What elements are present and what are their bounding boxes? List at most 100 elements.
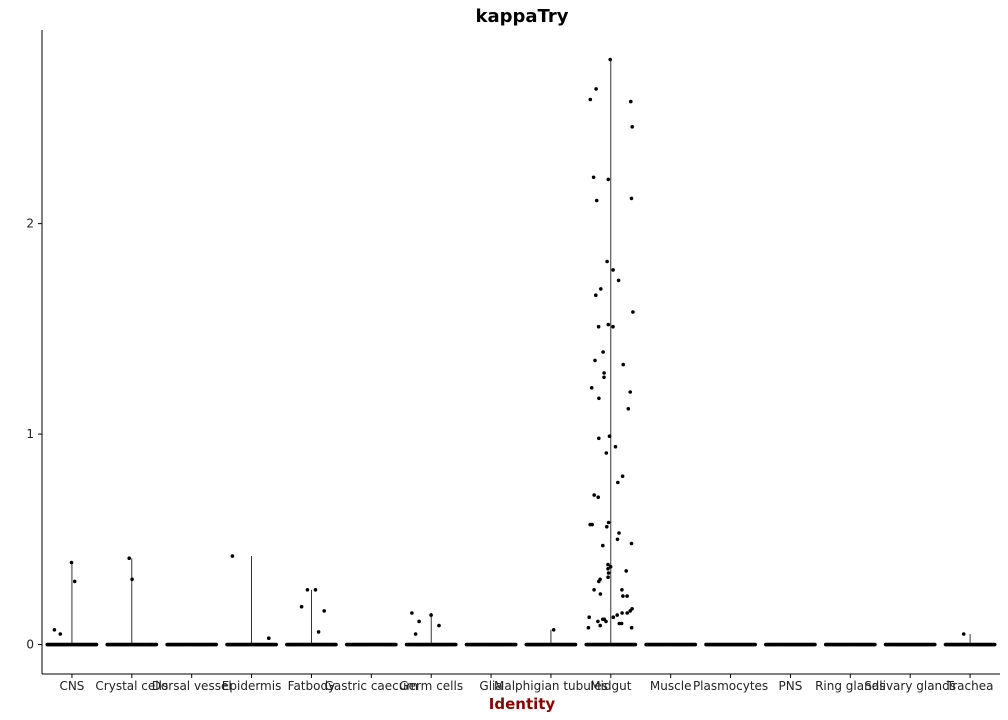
violin-group xyxy=(165,642,219,647)
data-point xyxy=(606,322,611,327)
data-point xyxy=(299,604,304,609)
data-point xyxy=(596,324,601,329)
data-point xyxy=(608,564,613,569)
data-point xyxy=(629,625,634,630)
data-point xyxy=(628,609,632,613)
data-point xyxy=(593,358,597,363)
data-point xyxy=(513,642,518,647)
data-point xyxy=(753,642,757,647)
data-point xyxy=(813,642,817,647)
data-point xyxy=(606,177,611,182)
data-point xyxy=(630,125,634,129)
data-point xyxy=(274,642,279,647)
x-tick-label: Fatbody xyxy=(288,679,336,693)
data-point xyxy=(72,579,77,584)
data-point xyxy=(611,615,616,619)
data-point xyxy=(615,537,620,542)
data-point xyxy=(624,569,628,573)
x-tick-label: Muscle xyxy=(650,679,692,693)
violin-group xyxy=(823,642,877,647)
data-point xyxy=(598,592,603,596)
data-point xyxy=(620,474,625,479)
data-point xyxy=(322,609,327,613)
data-point xyxy=(626,407,631,411)
data-point xyxy=(586,625,591,630)
data-point xyxy=(629,196,634,201)
data-point xyxy=(601,543,605,548)
data-point xyxy=(127,556,131,560)
data-point xyxy=(94,642,99,647)
data-point xyxy=(620,611,624,615)
data-point xyxy=(594,198,599,203)
data-point xyxy=(230,554,235,558)
violin-group xyxy=(464,642,518,647)
x-tick-label: Midgut xyxy=(590,679,632,693)
data-point xyxy=(617,531,621,535)
x-tick-label: Trachea xyxy=(946,679,994,693)
data-point xyxy=(629,99,633,104)
x-tick-label: Plasmocytes xyxy=(693,679,768,693)
data-point xyxy=(605,259,609,264)
data-point xyxy=(621,362,625,367)
data-point xyxy=(602,371,606,375)
data-point xyxy=(602,375,606,380)
data-point xyxy=(606,567,610,571)
data-point xyxy=(693,642,698,647)
data-point xyxy=(633,642,638,647)
data-point xyxy=(616,278,621,283)
violin-group xyxy=(285,588,338,647)
data-point xyxy=(69,560,74,565)
data-point xyxy=(305,588,310,592)
x-tick-label: Malphigian tubules xyxy=(494,679,608,693)
data-point xyxy=(607,434,612,439)
data-point xyxy=(592,493,596,497)
violin-group xyxy=(45,560,99,647)
data-point xyxy=(267,636,271,640)
x-tick-label: PNS xyxy=(779,679,803,693)
data-point xyxy=(58,632,63,636)
data-point xyxy=(429,613,433,617)
violin-group xyxy=(883,642,937,647)
data-point xyxy=(597,579,601,584)
data-point xyxy=(596,495,600,500)
y-tick-label: 2 xyxy=(26,217,34,231)
data-point xyxy=(631,310,635,314)
data-point xyxy=(588,522,592,527)
violin-group xyxy=(524,628,578,647)
violin-group xyxy=(644,642,698,647)
data-point xyxy=(619,621,624,626)
data-point xyxy=(394,642,398,647)
data-point xyxy=(52,628,57,632)
data-point xyxy=(597,436,601,441)
data-point xyxy=(596,619,600,624)
data-point xyxy=(611,268,615,272)
data-point xyxy=(625,594,629,598)
data-point xyxy=(587,615,591,619)
data-point xyxy=(130,577,134,582)
data-point xyxy=(594,87,598,91)
y-tick-label: 0 xyxy=(26,638,34,652)
data-point xyxy=(606,575,610,579)
data-point xyxy=(214,642,219,647)
chart-title: kappaTry xyxy=(476,6,569,27)
data-point xyxy=(313,588,318,592)
x-tick-label: Germ cells xyxy=(399,679,463,693)
x-tick-label: Epidermis xyxy=(222,679,282,693)
data-point xyxy=(606,520,611,525)
data-point xyxy=(625,611,629,615)
data-point xyxy=(588,97,593,102)
data-point xyxy=(601,350,605,354)
data-point xyxy=(573,642,578,647)
data-point xyxy=(437,623,441,628)
data-point xyxy=(611,324,615,329)
data-point xyxy=(598,623,602,628)
y-axis-ticks: 0 1 2 xyxy=(26,217,42,652)
violin-group xyxy=(943,632,997,647)
violin-group xyxy=(344,642,398,647)
violin-group xyxy=(225,554,279,647)
data-point xyxy=(992,642,997,647)
data-point xyxy=(604,619,608,624)
data-point xyxy=(594,293,598,298)
